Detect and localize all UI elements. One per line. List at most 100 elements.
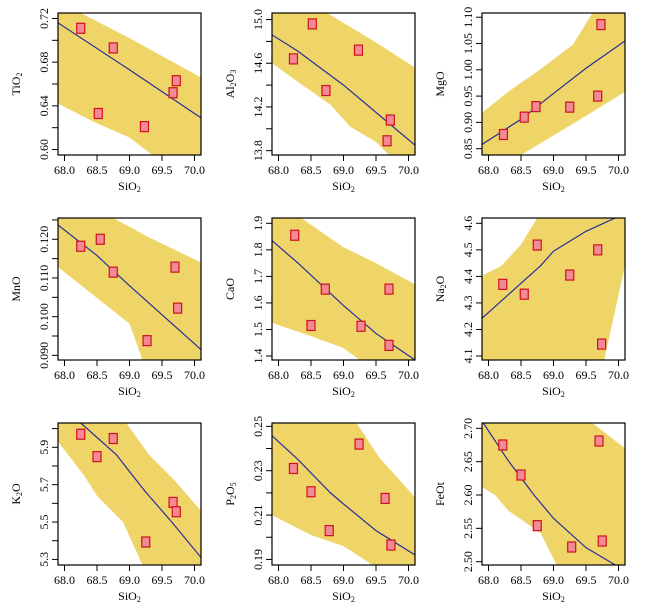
panel-mno: 68.0 68.5 69.0 69.5 70.0 SiO2 0.090 0.100 0.110 0…: [9, 217, 205, 399]
regression-line: [482, 218, 616, 319]
x-tick-label: 68.0: [54, 368, 75, 382]
y-tick-label: 4.5: [461, 242, 475, 257]
y-tick-label: 0.100: [37, 303, 51, 330]
x-tick-label: 68.5: [301, 368, 322, 382]
data-point: [95, 233, 105, 245]
x-tick-label: 70.0: [608, 163, 629, 177]
data-point: [594, 435, 604, 447]
data-point: [108, 266, 118, 278]
y-tick-label: 1.10: [461, 7, 475, 28]
y-tick-label: 0.090: [37, 342, 51, 369]
x-tick-label: 69.5: [576, 368, 597, 382]
y-tick-label: 1.00: [461, 59, 475, 80]
data-point: [76, 22, 86, 34]
confidence-band: [272, 13, 415, 155]
x-tick-label: 68.0: [268, 368, 289, 382]
x-tick-label: 69.0: [333, 573, 354, 587]
data-point: [108, 42, 118, 54]
data-point: [173, 302, 183, 314]
confidence-band: [482, 13, 625, 155]
data-point: [168, 87, 178, 99]
x-tick-label: 69.5: [576, 573, 597, 587]
confidence-band: [272, 423, 415, 565]
x-tick-label: 69.5: [152, 163, 173, 177]
data-point: [385, 114, 395, 126]
regression-line: [482, 40, 625, 145]
data-point: [532, 520, 542, 532]
panel-cao: 68.0 68.5 69.0 69.5 70.0 SiO2 1.4 1.5 1.6 1.7 1.8 1…: [223, 216, 419, 399]
y-tick-label: 5.5: [37, 515, 51, 530]
data-point: [596, 18, 606, 31]
x-tick-label: 70.0: [184, 573, 205, 587]
panel-alo: 68.0 68.5 69.0 69.5 70.0 SiO2 13.8 14.2 14.6 15.0…: [223, 9, 419, 194]
data-point: [593, 90, 603, 102]
y-tick-label: 4.3: [461, 295, 475, 310]
y-tick-label: 2.65: [461, 451, 475, 472]
y-axis-label: Na2O: [433, 275, 448, 302]
y-tick-label: 0.120: [37, 226, 51, 253]
x-tick-label: 69.0: [333, 163, 354, 177]
x-tick-label: 68.0: [478, 573, 499, 587]
data-point: [380, 492, 390, 505]
x-tick-label: 70.0: [398, 368, 419, 382]
y-tick-label: 14.2: [251, 96, 265, 117]
x-tick-label: 68.0: [54, 163, 75, 177]
data-point: [320, 283, 330, 295]
y-tick-label: 0.68: [37, 52, 51, 73]
panel-nao: 68.0 68.5 69.0 69.5 70.0 SiO2 4.1 4.2 4.3 4.4 4.5 4…: [433, 216, 629, 399]
confidence-band: [58, 13, 201, 155]
x-tick-label: 69.0: [543, 573, 564, 587]
data-point: [76, 428, 86, 440]
x-axis-label: SiO2: [542, 384, 565, 399]
confidence-band: [482, 423, 625, 565]
data-point: [171, 506, 181, 518]
x-tick-label: 69.5: [152, 368, 173, 382]
y-axis-label: MnO: [9, 276, 23, 302]
confidence-band: [482, 218, 625, 360]
y-axis-label: MgO: [433, 71, 447, 97]
regression-line: [272, 435, 415, 556]
x-axis-label: SiO2: [332, 589, 355, 604]
data-point: [498, 439, 508, 451]
x-tick-label: 69.5: [576, 163, 597, 177]
x-tick-label: 70.0: [184, 368, 205, 382]
x-tick-label: 70.0: [608, 368, 629, 382]
data-point: [565, 269, 575, 281]
y-tick-label: 1.05: [461, 33, 475, 54]
data-point: [168, 496, 178, 509]
y-axis-label: K2O: [9, 483, 24, 505]
data-point: [565, 101, 575, 113]
data-point: [356, 320, 366, 332]
x-tick-label: 69.5: [366, 163, 387, 177]
x-tick-label: 68.0: [478, 368, 499, 382]
data-point: [139, 120, 150, 133]
y-tick-label: 5.7: [37, 477, 51, 492]
y-tick-label: 1.5: [251, 322, 265, 337]
x-tick-label: 70.0: [184, 163, 205, 177]
y-tick-label: 0.60: [37, 139, 51, 160]
data-point: [519, 288, 529, 300]
data-point: [108, 432, 118, 445]
x-tick-label: 70.0: [608, 573, 629, 587]
confidence-band: [58, 423, 201, 565]
data-point: [170, 261, 180, 273]
x-tick-label: 68.0: [268, 163, 289, 177]
y-tick-label: 4.2: [461, 322, 475, 337]
data-point: [498, 278, 508, 290]
data-point: [142, 335, 152, 347]
x-tick-label: 68.5: [87, 368, 108, 382]
x-tick-label: 68.0: [478, 163, 499, 177]
data-point: [384, 339, 394, 352]
x-tick-label: 69.0: [119, 368, 140, 382]
y-axis-label: Al2O3: [223, 70, 238, 99]
data-point: [290, 229, 300, 241]
data-point: [516, 469, 526, 481]
x-axis-label: SiO2: [542, 589, 565, 604]
panel-mgo: 68.0 68.5 69.0 69.5 70.0 SiO2 0.85 0.90 0.95 1.00…: [433, 7, 629, 194]
y-tick-label: 15.0: [251, 9, 265, 30]
data-point: [141, 536, 151, 548]
x-tick-label: 69.0: [119, 573, 140, 587]
data-point: [386, 539, 396, 551]
x-axis-label: SiO2: [332, 384, 355, 399]
data-point: [597, 535, 607, 547]
